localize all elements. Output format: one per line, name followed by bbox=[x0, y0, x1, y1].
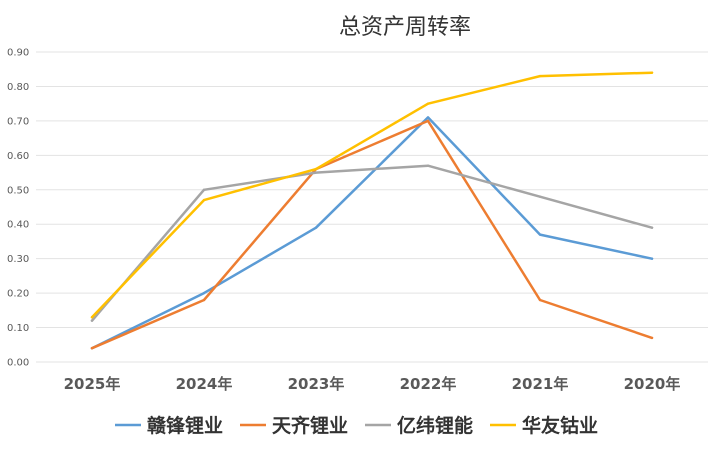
legend-item: 赣锋锂业 bbox=[115, 414, 223, 437]
y-axis-ticks: 0.00 0.10 0.20 0.30 0.40 0.50 0.60 0.70 0.80 0.90 bbox=[7, 48, 29, 369]
data-point bbox=[426, 116, 430, 119]
legend-item: 天齐锂业 bbox=[240, 414, 348, 437]
x-tick-label: 2025年 bbox=[64, 375, 121, 393]
legend-label: 赣锋锂业 bbox=[147, 414, 223, 437]
y-tick-label: 0.60 bbox=[7, 151, 29, 162]
data-point bbox=[538, 195, 542, 198]
data-point bbox=[202, 298, 206, 302]
x-tick-label: 2022年 bbox=[400, 375, 457, 393]
data-point bbox=[90, 319, 94, 322]
gridlines bbox=[36, 51, 708, 363]
legend-item: 华友钴业 bbox=[490, 414, 598, 437]
y-tick-label: 0.40 bbox=[7, 220, 29, 231]
data-point bbox=[314, 167, 318, 171]
data-point bbox=[538, 74, 542, 78]
data-point bbox=[650, 336, 654, 340]
data-point bbox=[650, 257, 654, 260]
x-tick-label: 2021年 bbox=[512, 375, 569, 393]
y-tick-label: 0.20 bbox=[7, 289, 29, 300]
series-group bbox=[90, 71, 654, 319]
data-point bbox=[314, 171, 318, 174]
series-line bbox=[90, 164, 654, 322]
data-point bbox=[650, 71, 654, 74]
data-point bbox=[538, 233, 542, 236]
legend-label: 天齐锂业 bbox=[272, 414, 348, 437]
series-group bbox=[90, 164, 654, 322]
y-tick-label: 0.00 bbox=[7, 358, 29, 369]
series-line bbox=[90, 71, 654, 319]
legend-item: 亿纬锂能 bbox=[365, 414, 473, 437]
legend: 赣锋锂业 天齐锂业 亿纬锂能 华友钴业 bbox=[115, 414, 598, 437]
data-point bbox=[314, 226, 318, 229]
legend-label: 华友钴业 bbox=[522, 414, 598, 437]
y-tick-label: 0.50 bbox=[7, 185, 29, 196]
x-tick-label: 2020年 bbox=[624, 375, 681, 393]
data-point bbox=[426, 164, 430, 167]
series-lines bbox=[90, 71, 654, 350]
data-point bbox=[650, 226, 654, 229]
data-point bbox=[202, 198, 206, 202]
chart-title: 总资产周转率 bbox=[339, 15, 471, 40]
x-tick-label: 2024年 bbox=[176, 375, 233, 393]
y-tick-label: 0.70 bbox=[7, 116, 29, 127]
y-tick-label: 0.80 bbox=[7, 82, 29, 93]
data-point bbox=[538, 298, 542, 302]
data-point bbox=[426, 102, 430, 105]
series-line bbox=[90, 116, 654, 350]
x-tick-label: 2023年 bbox=[288, 375, 345, 393]
series-group bbox=[90, 116, 654, 350]
data-point bbox=[90, 316, 94, 319]
series-line bbox=[90, 119, 654, 350]
y-tick-label: 0.10 bbox=[7, 323, 29, 334]
x-axis-ticks: 2025年 2024年 2023年 2022年 2021年 2020年 bbox=[64, 375, 681, 393]
y-tick-label: 0.90 bbox=[7, 48, 29, 59]
data-point bbox=[426, 119, 430, 123]
y-tick-label: 0.30 bbox=[7, 254, 29, 265]
data-point bbox=[90, 347, 94, 350]
legend-label: 亿纬锂能 bbox=[397, 414, 473, 437]
series-group bbox=[90, 119, 654, 350]
data-point bbox=[202, 291, 206, 295]
data-point bbox=[202, 188, 206, 191]
